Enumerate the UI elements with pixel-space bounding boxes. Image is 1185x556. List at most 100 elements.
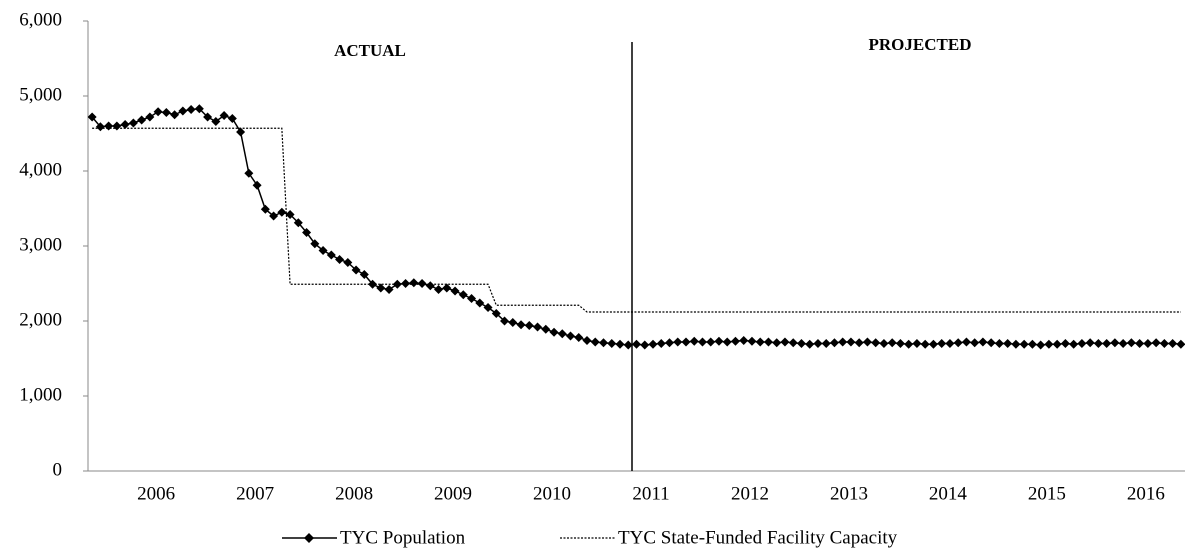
marker <box>310 239 320 249</box>
marker <box>887 338 897 348</box>
marker <box>1151 338 1161 348</box>
y-tick-label: 2,000 <box>19 309 62 330</box>
x-tick-label: 2012 <box>731 483 769 504</box>
marker <box>813 339 823 348</box>
marker <box>574 333 584 342</box>
marker <box>145 112 155 122</box>
marker <box>376 283 386 293</box>
marker <box>673 337 683 347</box>
marker <box>1003 339 1013 348</box>
marker <box>1159 339 1169 348</box>
marker <box>582 336 592 345</box>
y-tick-label: 3,000 <box>19 234 62 255</box>
marker <box>763 337 773 347</box>
marker <box>128 118 138 128</box>
marker <box>161 108 171 117</box>
legend-label: TYC Population <box>340 527 466 548</box>
marker <box>1102 339 1112 348</box>
marker <box>335 255 345 264</box>
marker <box>153 107 163 117</box>
marker <box>302 228 312 237</box>
marker <box>475 298 485 308</box>
marker <box>1044 339 1054 349</box>
marker <box>953 338 963 348</box>
marker <box>640 340 650 350</box>
marker <box>112 121 122 131</box>
marker <box>871 338 881 348</box>
marker <box>326 250 336 260</box>
x-tick-label: 2007 <box>236 483 274 504</box>
marker <box>458 290 468 300</box>
marker <box>1093 339 1103 348</box>
marker <box>1077 339 1087 348</box>
marker <box>846 337 856 347</box>
x-tick-label: 2009 <box>434 483 472 504</box>
marker <box>260 204 270 214</box>
marker <box>1126 338 1136 348</box>
marker <box>1110 338 1120 348</box>
marker <box>937 339 947 348</box>
marker <box>483 303 493 312</box>
x-tick-label: 2011 <box>632 483 669 504</box>
marker <box>829 338 839 348</box>
marker <box>879 339 889 348</box>
marker <box>632 339 641 349</box>
marker <box>409 278 419 288</box>
marker <box>656 339 666 348</box>
x-tick-label: 2008 <box>335 483 373 504</box>
marker <box>1176 339 1185 349</box>
marker <box>681 337 691 347</box>
marker <box>557 329 567 339</box>
marker <box>1168 339 1178 348</box>
marker <box>566 331 576 341</box>
marker <box>343 258 353 267</box>
marker <box>500 316 510 326</box>
marker <box>821 339 831 348</box>
marker <box>1052 339 1062 349</box>
x-tick-label: 2015 <box>1028 483 1066 504</box>
marker <box>1085 338 1095 348</box>
annotation: PROJECTED <box>869 35 972 54</box>
marker <box>986 338 996 348</box>
marker <box>95 122 105 132</box>
marker <box>838 337 848 347</box>
marker <box>120 120 130 129</box>
marker <box>252 180 262 190</box>
marker <box>516 320 526 330</box>
marker <box>384 285 394 294</box>
x-tick-label: 2014 <box>929 483 968 504</box>
marker <box>1118 339 1128 348</box>
marker <box>467 294 477 303</box>
marker <box>211 117 221 126</box>
marker <box>648 339 658 349</box>
marker <box>590 337 600 347</box>
marker <box>1011 339 1021 349</box>
marker <box>706 337 716 347</box>
marker <box>854 338 864 348</box>
marker <box>1027 339 1037 349</box>
marker <box>244 168 254 178</box>
marker <box>351 265 361 275</box>
marker <box>970 338 980 348</box>
marker <box>780 337 790 347</box>
marker <box>615 339 625 349</box>
marker <box>524 321 534 330</box>
marker <box>219 111 229 120</box>
marker <box>203 112 213 122</box>
marker <box>796 339 806 348</box>
marker <box>747 336 757 346</box>
marker <box>104 121 114 131</box>
marker <box>1069 339 1079 349</box>
marker <box>318 246 328 255</box>
marker <box>450 286 460 296</box>
marker <box>1019 339 1029 349</box>
marker <box>1135 339 1145 348</box>
legend-marker <box>304 533 314 543</box>
marker <box>994 339 1004 348</box>
marker <box>664 338 674 348</box>
marker <box>607 339 617 348</box>
marker <box>730 336 740 346</box>
marker <box>442 283 452 293</box>
marker <box>277 207 287 217</box>
marker <box>862 337 872 347</box>
